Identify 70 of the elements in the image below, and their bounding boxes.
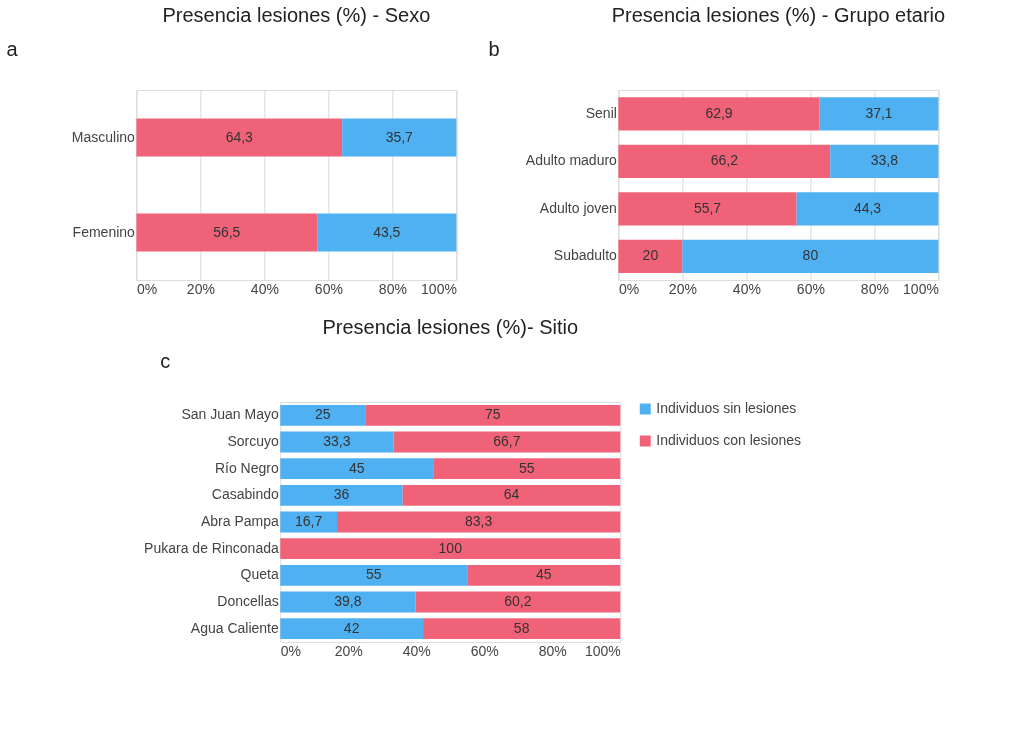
data-label: 64	[503, 486, 520, 503]
data-label: 56,5	[213, 223, 241, 240]
y-tick-label: Sorcuyo	[227, 433, 279, 449]
x-tick-label: 60%	[796, 280, 825, 297]
data-label: 25	[314, 406, 331, 423]
y-tick-label: Femenino	[72, 223, 136, 240]
x-tick-label: 80%	[860, 280, 889, 297]
x-tick-label: 0%	[280, 642, 301, 659]
data-label: 39,8	[334, 593, 362, 609]
chart-title: Presencia lesiones (%)- Sitio	[322, 316, 579, 338]
y-tick-label: Abra Pampa	[200, 513, 279, 529]
x-tick-label: 40%	[402, 642, 431, 659]
y-tick-label: Subadulto	[553, 247, 618, 264]
text: b	[488, 38, 500, 60]
data-label: 35,7	[385, 128, 414, 145]
legend-label: Individuos sin lesiones	[656, 400, 797, 416]
x-tick-label: 60%	[470, 642, 499, 659]
data-label: 64,3	[225, 128, 254, 145]
chart-title: Presencia lesiones (%) - Sexo	[162, 4, 431, 26]
text: a	[6, 38, 19, 60]
y-tick-label: Senil	[585, 104, 617, 121]
x-tick-label: 100%	[584, 642, 621, 659]
x-tick-label: 100%	[421, 280, 457, 297]
x-tick-label: 20%	[334, 642, 363, 659]
x-tick-label: 60%	[314, 280, 343, 297]
data-label: 55	[365, 566, 382, 583]
y-tick-label: Casabindo	[211, 486, 279, 503]
data-label: 43,5	[373, 223, 401, 240]
data-label: 45	[348, 459, 365, 476]
y-tick-label: Río Negro	[214, 459, 279, 476]
data-label: 80	[802, 247, 819, 264]
data-label: 62,9	[705, 104, 733, 121]
y-tick-label: Queta	[240, 566, 279, 583]
data-label: 75	[484, 406, 501, 423]
x-tick-label: 0%	[136, 280, 158, 297]
data-label: 55,7	[693, 199, 722, 216]
data-label: 16,7	[295, 513, 323, 529]
data-label: 44,3	[853, 199, 882, 216]
x-tick-label: 100%	[903, 280, 939, 297]
y-tick-label: Adulto joven	[539, 199, 617, 216]
data-label: 42	[343, 619, 360, 636]
data-label: 66,2	[710, 152, 739, 169]
data-label: 37,1	[865, 104, 893, 121]
y-tick-label: Pukara de Rinconada	[144, 539, 279, 556]
y-tick-label: Masculino	[71, 128, 136, 145]
x-tick-label: 20%	[186, 280, 215, 297]
chart-title: Presencia lesiones (%) - Grupo etario	[611, 4, 946, 26]
data-label: 66,7	[493, 433, 521, 449]
data-label: 33,8	[870, 152, 899, 169]
data-label: 45	[535, 566, 552, 583]
y-tick-label: San Juan Mayo	[181, 406, 279, 423]
y-tick-label: Doncellas	[217, 593, 279, 609]
data-label: 60,2	[504, 593, 532, 609]
data-label: 100	[438, 539, 463, 556]
legend-label: Individuos con lesiones	[656, 432, 802, 448]
x-tick-label: 20%	[668, 280, 697, 297]
data-label: 83,3	[465, 513, 493, 529]
data-label: 58	[513, 619, 530, 636]
x-tick-label: 0%	[618, 280, 640, 297]
data-label: 55	[518, 459, 535, 476]
data-label: 36	[333, 486, 350, 503]
y-tick-label: Adulto maduro	[525, 152, 618, 169]
x-tick-label: 40%	[732, 280, 761, 297]
text: c	[160, 350, 171, 372]
x-tick-label: 80%	[378, 280, 407, 297]
x-tick-label: 80%	[538, 642, 567, 659]
x-tick-label: 40%	[250, 280, 279, 297]
data-label: 20	[642, 247, 659, 264]
data-label: 33,3	[323, 433, 351, 449]
y-tick-label: Agua Caliente	[190, 619, 279, 636]
